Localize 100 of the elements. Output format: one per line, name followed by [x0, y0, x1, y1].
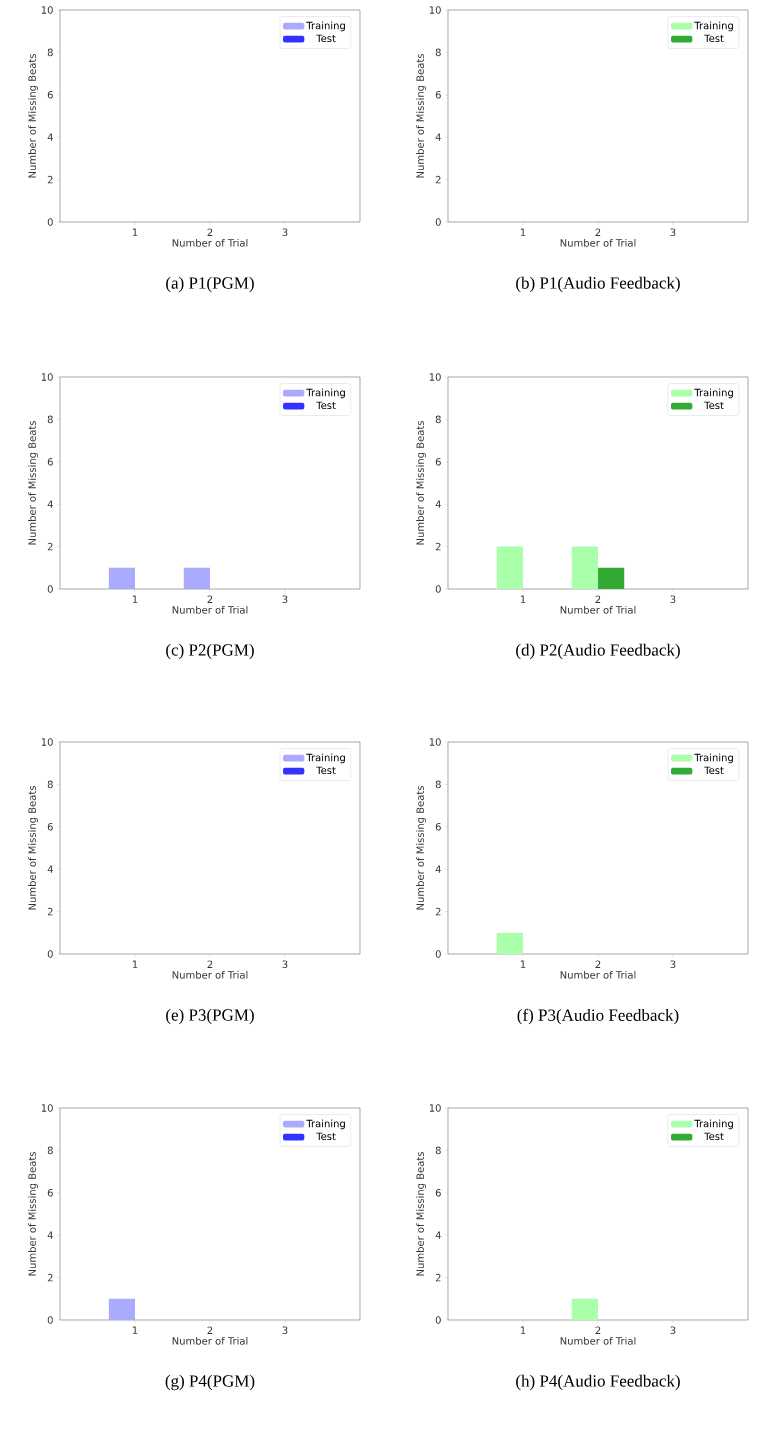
x-tick-label: 3	[670, 595, 676, 604]
y-axis-title: Number of Missing Beats	[28, 54, 38, 178]
x-tick-label: 1	[132, 595, 138, 603]
y-tick-label: 10	[429, 1104, 441, 1112]
x-axis-title: Number of Trial	[560, 238, 636, 247]
text: (a) P1(PGM)	[166, 276, 254, 293]
text: (g) P4(PGM)	[165, 1374, 255, 1391]
legend-label: Test	[316, 401, 336, 410]
text: (b) P1(Audio Feedback)	[516, 276, 680, 293]
x-tick-label: 2	[595, 228, 601, 236]
y-tick-label: 6	[47, 1188, 53, 1197]
x-tick-label: 3	[282, 960, 288, 969]
y-axis-title: Number of Missing Beats	[416, 1152, 426, 1276]
y-tick-label: 0	[435, 950, 441, 958]
x-axis-title: Number of Trial	[560, 970, 636, 979]
text: (d) P2(Audio Feedback)	[516, 643, 680, 660]
x-tick-label: 1	[520, 960, 526, 968]
text: (f) P3(Audio Feedback)	[517, 1008, 679, 1025]
y-tick-label: 8	[435, 415, 441, 424]
y-tick-label: 0	[47, 585, 53, 593]
y-tick-label: 2	[435, 1273, 441, 1282]
legend-label: Training	[694, 1119, 733, 1130]
x-tick-label: 3	[282, 228, 288, 237]
legend-label: Test	[316, 766, 336, 775]
x-tick-label: 2	[207, 595, 213, 603]
x-axis-title: Number of Trial	[172, 1336, 248, 1345]
x-tick-label: 1	[132, 960, 138, 968]
x-tick-label: 2	[595, 960, 601, 968]
legend-label: Training	[306, 21, 345, 32]
x-tick-label: 1	[132, 228, 138, 236]
y-tick-label: 2	[47, 907, 53, 916]
y-tick-label: 6	[47, 458, 53, 466]
x-axis-title: Number of Trial	[172, 605, 248, 614]
legend-label: Test	[704, 1132, 724, 1141]
y-axis-title: Number of Missing Beats	[416, 421, 426, 545]
y-tick-label: 8	[47, 1146, 53, 1155]
y-tick-label: 0	[435, 585, 441, 593]
y-axis-title: Number of Missing Beats	[416, 786, 426, 910]
legend-label: Test	[704, 401, 724, 410]
y-axis-title: Number of Missing Beats	[416, 54, 426, 178]
y-tick-label: 2	[435, 907, 441, 916]
legend-label: Training	[306, 388, 345, 399]
y-tick-label: 10	[429, 373, 441, 381]
y-tick-label: 6	[435, 823, 441, 831]
y-tick-label: 2	[47, 175, 53, 184]
y-tick-label: 6	[47, 823, 53, 831]
x-tick-label: 2	[207, 228, 213, 236]
x-tick-label: 2	[595, 1326, 601, 1334]
y-tick-label: 6	[435, 458, 441, 466]
y-tick-label: 0	[47, 1316, 53, 1324]
legend-label: Training	[694, 388, 733, 399]
legend-label: Test	[316, 1132, 336, 1141]
text: (c) P2(PGM)	[166, 643, 254, 660]
y-tick-label: 4	[47, 1231, 53, 1239]
x-tick-label: 1	[520, 228, 526, 236]
x-tick-label: 3	[670, 228, 676, 237]
x-axis-title: Number of Trial	[172, 238, 248, 247]
y-tick-label: 0	[435, 218, 441, 226]
x-tick-label: 2	[595, 595, 601, 603]
legend-label: Training	[306, 1119, 345, 1130]
legend-label: Training	[694, 21, 733, 32]
x-tick-label: 2	[207, 1326, 213, 1334]
x-tick-label: 3	[282, 1326, 288, 1335]
y-tick-label: 4	[435, 500, 441, 508]
text: (h) P4(Audio Feedback)	[516, 1374, 680, 1391]
x-axis-title: Number of Trial	[172, 970, 248, 979]
x-tick-label: 1	[520, 1326, 526, 1334]
y-axis-title: Number of Missing Beats	[28, 421, 38, 545]
x-tick-label: 3	[670, 960, 676, 969]
y-tick-label: 8	[47, 415, 53, 424]
y-tick-label: 10	[41, 373, 53, 381]
y-tick-label: 6	[47, 91, 53, 99]
x-tick-label: 3	[670, 1326, 676, 1335]
y-axis-title: Number of Missing Beats	[28, 1152, 38, 1276]
y-tick-label: 4	[435, 1231, 441, 1239]
y-tick-label: 4	[435, 865, 441, 873]
x-tick-label: 1	[520, 595, 526, 603]
y-tick-label: 10	[41, 6, 53, 14]
y-tick-label: 8	[435, 48, 441, 57]
y-tick-label: 10	[41, 738, 53, 746]
y-tick-label: 6	[435, 1188, 441, 1197]
y-tick-label: 8	[435, 1146, 441, 1155]
y-tick-label: 2	[47, 1273, 53, 1282]
y-tick-label: 2	[435, 542, 441, 551]
text: (e) P3(PGM)	[166, 1008, 254, 1025]
y-tick-label: 2	[435, 175, 441, 184]
y-tick-label: 0	[435, 1316, 441, 1324]
y-tick-label: 4	[47, 133, 53, 141]
x-tick-label: 1	[132, 1326, 138, 1334]
y-axis-title: Number of Missing Beats	[28, 786, 38, 910]
x-axis-title: Number of Trial	[560, 1336, 636, 1345]
y-tick-label: 0	[47, 218, 53, 226]
legend-label: Training	[306, 753, 345, 764]
y-tick-label: 10	[41, 1104, 53, 1112]
legend-label: Test	[704, 34, 724, 43]
y-tick-label: 4	[47, 865, 53, 873]
legend-label: Training	[694, 753, 733, 764]
x-tick-label: 2	[207, 960, 213, 968]
legend-label: Test	[704, 766, 724, 775]
y-tick-label: 10	[429, 738, 441, 746]
